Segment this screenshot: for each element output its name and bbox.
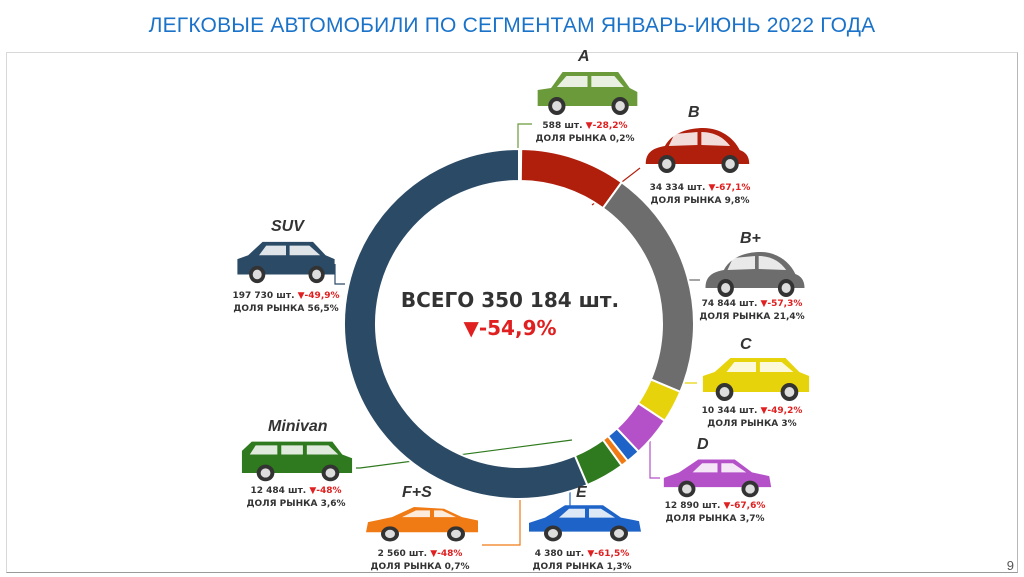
change-label: ▼-57,3% xyxy=(760,299,803,309)
share-label: ДОЛЯ РЫНКА 56,5% xyxy=(233,304,339,314)
leader-line-suv xyxy=(334,264,345,285)
segment-label-b-: B+ xyxy=(740,230,761,247)
change-label: ▼-49,2% xyxy=(760,406,803,416)
share-label: ДОЛЯ РЫНКА 3,6% xyxy=(246,499,346,509)
segment-label-f-s: F+S xyxy=(402,484,432,501)
segment-label-a: A xyxy=(578,48,590,65)
segment-label-suv: SUV xyxy=(271,218,304,235)
center-change-label: ▼-54,9% xyxy=(463,316,557,340)
segment-stats-e: 4 380 шт. ▼-61,5% ДОЛЯ РЫНКА 1,3% xyxy=(522,548,642,574)
units-label: 4 380 шт. xyxy=(534,549,588,559)
car-icon-a xyxy=(530,68,645,122)
segment-stats-f-s: 2 560 шт. ▼-48% ДОЛЯ РЫНКА 0,7% xyxy=(360,548,480,574)
segment-label-e: E xyxy=(576,484,587,501)
units-label: 74 844 шт. xyxy=(701,299,761,309)
slide-title: ЛЕГКОВЫЕ АВТОМОБИЛИ ПО СЕГМЕНТАМ ЯНВАРЬ-… xyxy=(148,14,876,37)
share-label: ДОЛЯ РЫНКА 0,2% xyxy=(535,134,635,144)
units-label: 588 шт. xyxy=(542,121,586,131)
share-label: ДОЛЯ РЫНКА 3,7% xyxy=(665,514,765,524)
center-total-label: ВСЕГО 350 184 шт. xyxy=(400,288,620,312)
change-label: ▼-61,5% xyxy=(587,549,630,559)
car-icon-suv xyxy=(232,238,340,290)
change-label: ▼-67,6% xyxy=(723,501,766,511)
slice-suv xyxy=(343,147,589,500)
leader-line-minivan xyxy=(356,439,573,469)
slide-frame xyxy=(6,52,1018,573)
change-label: ▼-67,1% xyxy=(708,183,751,193)
segment-stats-b-: 74 844 шт. ▼-57,3% ДОЛЯ РЫНКА 21,4% xyxy=(692,298,812,324)
change-label: ▼-28,2% xyxy=(585,121,628,131)
segment-label-b: B xyxy=(688,104,700,121)
segment-label-d: D xyxy=(697,436,709,453)
share-label: ДОЛЯ РЫНКА 0,7% xyxy=(370,562,470,572)
share-label: ДОЛЯ РЫНКА 1,3% xyxy=(532,562,632,572)
units-label: 10 344 шт. xyxy=(701,406,761,416)
donut-slices xyxy=(343,147,695,500)
car-icon-c xyxy=(697,354,815,408)
segment-stats-minivan: 12 484 шт. ▼-48% ДОЛЯ РЫНКА 3,6% xyxy=(236,485,356,511)
change-label: ▼-49,9% xyxy=(297,291,340,301)
segment-stats-b: 34 334 шт. ▼-67,1% ДОЛЯ РЫНКА 9,8% xyxy=(640,182,760,208)
segment-label-c: C xyxy=(740,336,752,353)
car-icon-d xyxy=(660,454,775,504)
share-label: ДОЛЯ РЫНКА 21,4% xyxy=(699,312,805,322)
car-icon-minivan xyxy=(238,438,356,488)
page-number: 9 xyxy=(1006,558,1014,573)
car-icon-e xyxy=(525,500,645,548)
car-icon-b xyxy=(640,126,755,180)
share-label: ДОЛЯ РЫНКА 9,8% xyxy=(650,196,750,206)
units-label: 12 890 шт. xyxy=(664,501,724,511)
segment-stats-c: 10 344 шт. ▼-49,2% ДОЛЯ РЫНКА 3% xyxy=(692,405,812,431)
segment-stats-d: 12 890 шт. ▼-67,6% ДОЛЯ РЫНКА 3,7% xyxy=(655,500,775,526)
change-label: ▼-48% xyxy=(309,486,342,496)
car-icon-f-s xyxy=(362,502,482,548)
segment-label-minivan: Minivan xyxy=(268,418,328,435)
segment-stats-suv: 197 730 шт. ▼-49,9% ДОЛЯ РЫНКА 56,5% xyxy=(226,290,346,316)
units-label: 2 560 шт. xyxy=(377,549,431,559)
units-label: 34 334 шт. xyxy=(649,183,709,193)
slice-b xyxy=(519,148,624,210)
change-label: ▼-48% xyxy=(430,549,463,559)
units-label: 197 730 шт. xyxy=(232,291,298,301)
units-label: 12 484 шт. xyxy=(250,486,310,496)
share-label: ДОЛЯ РЫНКА 3% xyxy=(707,419,797,429)
segment-stats-a: 588 шт. ▼-28,2% ДОЛЯ РЫНКА 0,2% xyxy=(525,120,645,146)
car-icon-b- xyxy=(700,250,810,304)
